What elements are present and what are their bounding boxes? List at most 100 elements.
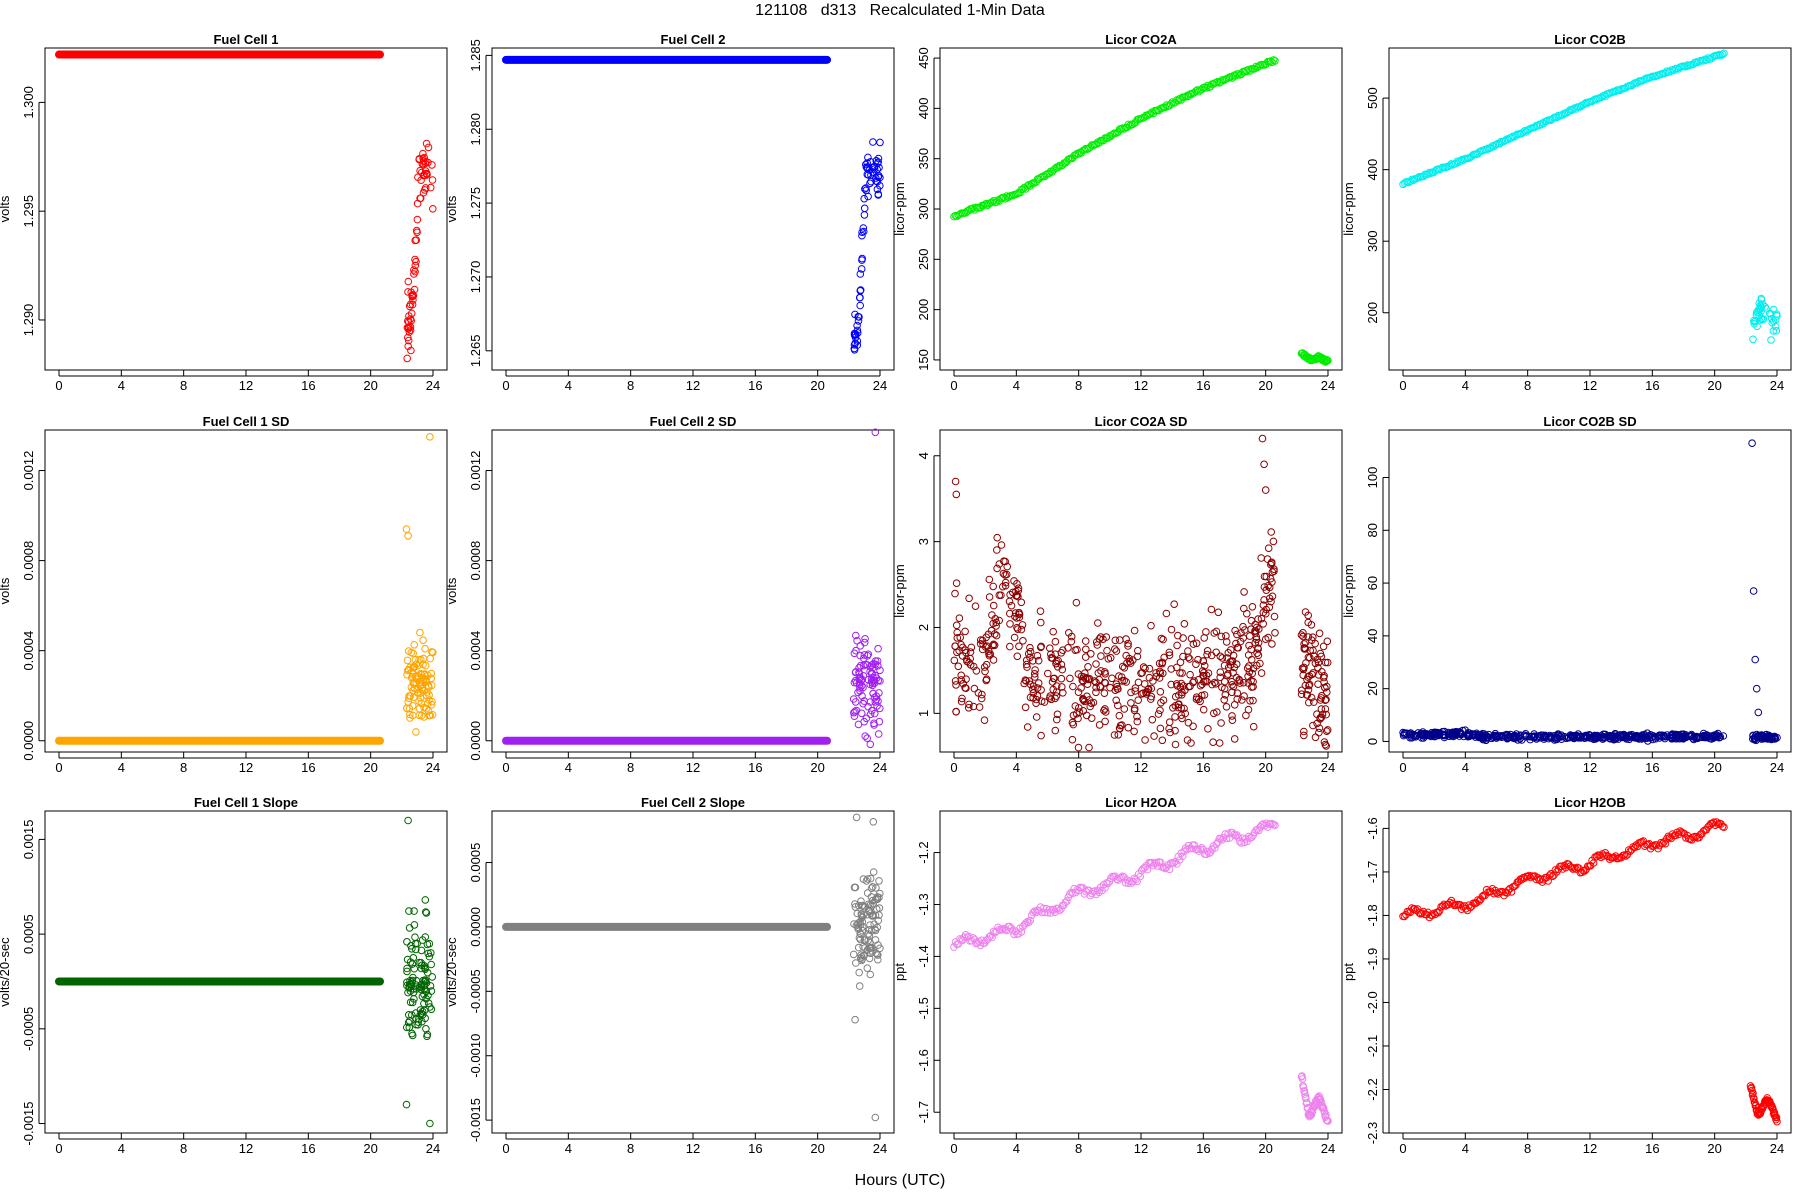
data-point [1228, 677, 1236, 686]
data-point [1180, 704, 1188, 713]
data-point [413, 215, 422, 224]
x-tick-label: 24 [1770, 378, 1784, 393]
data-point [1159, 696, 1168, 705]
data-point [1029, 908, 1037, 917]
data-point [409, 296, 417, 304]
data-point [1241, 626, 1249, 634]
data-point [1539, 731, 1547, 740]
data-point [418, 936, 427, 944]
data-point [1082, 645, 1090, 654]
data-point [1249, 696, 1257, 705]
data-point [869, 689, 878, 698]
data-point [1767, 314, 1776, 323]
data-point [1251, 638, 1260, 647]
data-point [875, 163, 883, 172]
data-point [1321, 705, 1330, 713]
data-point [1101, 705, 1109, 713]
data-point [1271, 629, 1279, 637]
data-point [1320, 672, 1328, 680]
data-point [860, 211, 869, 219]
data-point [1147, 621, 1155, 630]
x-tick-label: 24 [426, 1141, 440, 1156]
x-tick-label: 0 [950, 1141, 957, 1156]
data-point [863, 159, 872, 167]
plot-frame [44, 810, 448, 1134]
data-point [1203, 647, 1212, 655]
data-point [871, 895, 880, 904]
data-point [1186, 655, 1194, 663]
y-tick-label: 0.0012 [21, 451, 36, 491]
data-point [995, 616, 1004, 625]
data-point [1253, 649, 1261, 658]
y-tick-label: 1.265 [468, 335, 483, 368]
data-point [1049, 627, 1057, 636]
data-point [424, 143, 433, 152]
data-point [1751, 655, 1759, 664]
data-point [1248, 669, 1256, 678]
data-point [975, 703, 984, 711]
data-point [1299, 1083, 1308, 1091]
data-point [1767, 336, 1775, 344]
data-point [419, 1010, 427, 1019]
data-point [1057, 674, 1066, 683]
data-point [989, 656, 998, 664]
data-point [1678, 733, 1687, 741]
data-point [427, 681, 436, 690]
data-point [981, 667, 989, 676]
y-tick-label: 1.270 [468, 261, 483, 294]
x-tick-label: 24 [426, 760, 440, 775]
data-point [1232, 673, 1241, 682]
data-point [852, 631, 860, 640]
data-point [1408, 904, 1416, 912]
data-point [1006, 620, 1014, 628]
data-point [426, 1003, 434, 1011]
y-tick-label: -0.0005 [21, 1007, 36, 1051]
panel-h2oa: Licor H2OA ppt 0 4 8 12 16 20 24 -1.7 -1.6 -1.5 -1.4… [892, 795, 1343, 1156]
data-point [1408, 734, 1416, 742]
series-points [502, 813, 884, 1122]
data-point [1033, 692, 1042, 700]
data-point [413, 228, 421, 237]
data-point [406, 692, 415, 700]
data-point [1017, 928, 1026, 936]
data-point [426, 183, 435, 192]
data-point [1453, 157, 1461, 166]
x-tick-label: 16 [748, 378, 762, 393]
data-point [409, 679, 418, 687]
plot-frame [44, 47, 448, 371]
data-point [406, 958, 415, 966]
data-point [1267, 597, 1275, 606]
data-point [1521, 730, 1530, 738]
data-point [951, 642, 960, 651]
data-point [406, 987, 415, 995]
data-point [1038, 908, 1046, 917]
data-point [850, 712, 859, 721]
x-tick-label: 16 [1645, 760, 1659, 775]
data-point [1123, 659, 1131, 668]
data-point [1228, 712, 1236, 720]
data-point [1269, 56, 1278, 64]
data-point [856, 286, 865, 294]
y-tick-label: -1.7 [1365, 861, 1380, 883]
y-tick-label: 0.0008 [21, 541, 36, 581]
data-point [950, 656, 959, 665]
data-point [1315, 724, 1324, 733]
data-point [1006, 642, 1014, 651]
data-point [958, 694, 966, 703]
data-point [1131, 687, 1139, 695]
data-point [1074, 688, 1083, 697]
y-tick-label: -1.8 [1365, 904, 1380, 926]
data-point [427, 1005, 436, 1014]
data-point [1316, 696, 1325, 704]
data-point [874, 941, 882, 949]
data-point [965, 700, 973, 709]
data-point [1203, 847, 1212, 856]
data-point [856, 673, 865, 682]
data-point [1018, 621, 1027, 629]
data-point [1297, 690, 1306, 699]
data-point [1037, 686, 1045, 694]
data-point [404, 333, 412, 342]
data-point [1303, 691, 1311, 699]
data-point [1319, 1104, 1328, 1112]
